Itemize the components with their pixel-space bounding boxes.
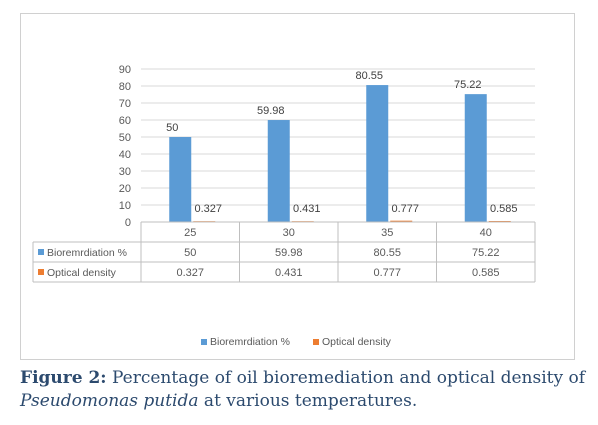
y-tick-label: 90 <box>119 64 131 76</box>
y-tick-label: 60 <box>119 115 131 127</box>
data-label: 80.55 <box>355 70 383 82</box>
x-tick-label: 25 <box>184 227 196 239</box>
data-label: 0.327 <box>194 203 222 215</box>
data-label: 0.431 <box>293 203 321 215</box>
y-tick-label: 0 <box>125 217 131 229</box>
legend-key <box>38 249 44 255</box>
legend-label: Optical density <box>322 336 392 348</box>
legend-label: Bioremrdiation % <box>210 336 290 348</box>
y-tick-label: 20 <box>119 183 131 195</box>
table-cell: 80.55 <box>373 247 401 259</box>
bar-bioremediation <box>366 85 389 222</box>
data-label: 50 <box>166 122 178 134</box>
table-cell: 75.22 <box>472 247 500 259</box>
caption-text: Percentage of oil bioremediation and opt… <box>106 368 586 388</box>
y-tick-label: 30 <box>119 166 131 178</box>
bar-bioremediation <box>464 94 487 222</box>
bar-bioremediation <box>267 120 290 222</box>
y-tick-label: 10 <box>119 200 131 212</box>
y-tick-label: 70 <box>119 98 131 110</box>
x-tick-label: 30 <box>283 227 295 239</box>
data-label: 75.22 <box>454 79 482 91</box>
legend-swatch <box>313 339 319 345</box>
bar-chart: 0 10 20 30 40 50 60 70 80 90 50 59.98 80.55 75.22 0.32… <box>32 64 536 348</box>
table-series-name: Optical density <box>47 267 117 279</box>
table-cell: 0.327 <box>176 267 204 279</box>
table-cell: 0.431 <box>275 267 303 279</box>
caption-species: Pseudomonas putida <box>20 391 199 411</box>
bar-optical-density <box>390 220 413 222</box>
y-tick-label: 50 <box>119 132 131 144</box>
figure-caption: Figure 2: Percentage of oil bioremediati… <box>20 367 590 413</box>
table-cell: 0.777 <box>373 267 401 279</box>
table-cell: 59.98 <box>275 247 303 259</box>
y-tick-label: 40 <box>119 149 131 161</box>
table-cell: 50 <box>184 247 196 259</box>
data-label: 0.585 <box>490 203 518 215</box>
table-cell: 0.585 <box>472 267 500 279</box>
caption-suffix: at various temperatures. <box>198 391 418 411</box>
legend-key <box>38 269 44 275</box>
bar-bioremediation <box>169 137 192 222</box>
data-label: 59.98 <box>257 105 285 117</box>
table-series-name: Bioremrdiation % <box>47 247 127 259</box>
x-tick-label: 40 <box>480 227 492 239</box>
data-label: 0.777 <box>391 203 419 215</box>
legend-swatch <box>201 339 207 345</box>
x-tick-label: 35 <box>381 227 393 239</box>
y-tick-label: 80 <box>119 81 131 93</box>
caption-label: Figure 2: <box>20 368 107 388</box>
